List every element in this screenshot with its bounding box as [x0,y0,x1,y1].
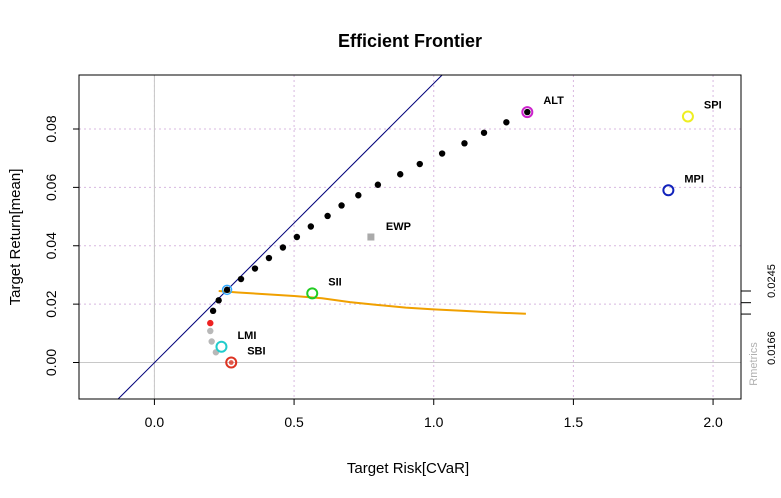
asset-label-sii: SII [328,276,341,288]
frontier-point [237,275,245,283]
reference-lines [79,75,741,399]
equal-weights-label: EWP [386,221,411,233]
y-tick-label: 0.08 [43,115,59,142]
asset-label-sbi: SBI [247,346,265,358]
y-tick-label: 0.06 [43,174,59,201]
frontier-point [251,265,259,272]
y-axis-title: Target Return[mean] [7,169,24,306]
min-variance-point [208,338,215,345]
asset-inner-dot [525,109,530,115]
plot-content: EWP SBI SPI SII LMI MPI ALT [117,75,722,399]
y-axis: 0.00 0.02 0.04 0.06 0.08 [43,115,79,376]
frontier-point [480,129,488,136]
right-tick-label: 0.0245 [766,264,778,298]
asset-label-mpi: MPI [684,173,704,185]
grid-lines [79,75,741,399]
frontier-point [438,150,446,157]
asset-label-alt: ALT [543,95,564,107]
tangency-portfolio-marker [221,284,233,296]
asset-marker-sii [306,287,319,300]
frontier-point [338,202,345,209]
frontier-point [215,297,222,304]
frontier-point [265,254,273,262]
asset-label-lmi: LMI [237,330,256,342]
chart-title: Efficient Frontier [338,31,482,51]
asset-inner-dot [228,360,234,365]
frontier-point [461,140,468,147]
x-tick-label: 1.0 [424,414,444,430]
frontier-point [324,212,331,220]
right-tick-label: 0.0166 [766,331,778,365]
asset-marker-lmi [215,340,228,353]
x-tick-label: 1.5 [564,414,584,430]
frontier-point [307,223,315,230]
y-tick-label: 0.00 [43,349,59,376]
tangency-line [117,75,443,399]
x-tick-label: 0.5 [284,414,304,430]
plot-frame [78,74,742,400]
tangency-curve [218,290,526,315]
asset-marker-sbi [225,356,238,369]
y-tick-label: 0.04 [43,232,59,259]
frontier-point [503,119,510,126]
frontier-point [374,181,382,188]
asset-marker-mpi [662,184,675,197]
x-tick-label: 2.0 [703,414,723,430]
watermark-text: Rmetrics [748,342,760,386]
frontier-point [223,286,231,294]
equal-weights-marker [367,233,375,241]
asset-marker-alt [521,106,534,119]
min-variance-point [207,319,214,327]
x-tick-label: 0.0 [145,414,165,430]
frontier-point [279,244,287,251]
asset-label-spi: SPI [704,99,722,111]
frontier-point [397,171,404,178]
frontier-point [416,160,423,168]
frontier-point [293,233,301,241]
x-axis: 0.0 0.5 1.0 1.5 2.0 [145,399,723,430]
frontier-point [355,192,362,199]
y-tick-label: 0.02 [43,290,59,317]
asset-marker-spi [681,110,694,123]
x-axis-title: Target Risk[CVaR] [347,460,469,477]
frontier-point [209,307,217,315]
right-axis: 0.0166 0.0245 [741,264,778,365]
min-variance-point [207,327,214,335]
